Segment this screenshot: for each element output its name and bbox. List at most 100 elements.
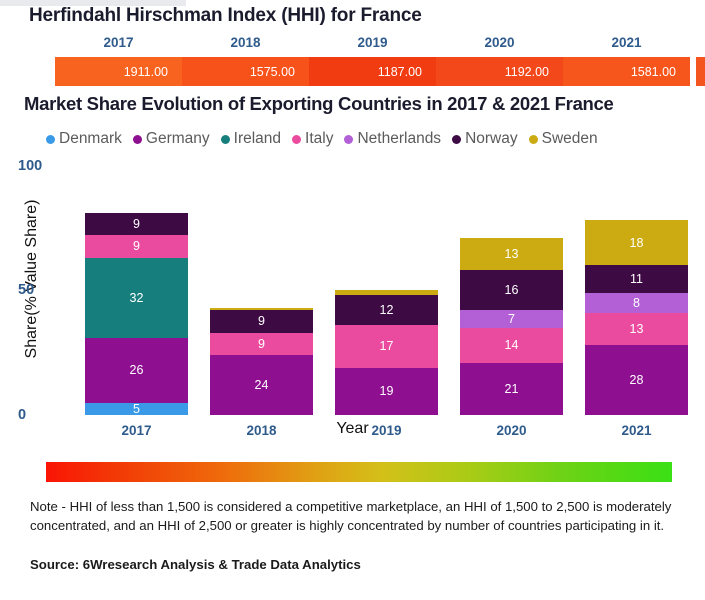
- hhi-value-2021: 1581.00: [563, 57, 690, 86]
- legend-item-italy[interactable]: Italy: [292, 130, 333, 148]
- x-tick-2020: 2020: [496, 423, 527, 438]
- x-axis-label: Year: [336, 420, 369, 437]
- bar-segment-value: 9: [258, 314, 265, 329]
- bar-segment-2021-sweden[interactable]: 18: [585, 220, 688, 265]
- bar-segment-value: 9: [133, 216, 140, 231]
- x-tick-2019: 2019: [371, 423, 402, 438]
- legend-dot-icon: [46, 134, 55, 144]
- hhi-value-2020: 1192.00: [436, 57, 563, 86]
- legend-item-ireland[interactable]: Ireland: [220, 130, 282, 148]
- hhi-value-2018: 1575.00: [182, 57, 309, 86]
- y-tick-0: 0: [18, 407, 27, 423]
- legend-item-netherlands[interactable]: Netherlands: [344, 130, 441, 148]
- hhi-value-2019: 1187.00: [309, 57, 436, 86]
- hhi-title: Herfindahl Hirschman Index (HHI) for Fra…: [29, 5, 422, 26]
- bar-segment-2020-norway[interactable]: 16: [460, 270, 563, 310]
- bar-segment-value: 9: [258, 336, 265, 351]
- bar-segment-value: 19: [379, 384, 394, 399]
- bar-segment-value: 8: [633, 295, 640, 310]
- bar-segment-2018-sweden[interactable]: [210, 307, 313, 310]
- legend-item-sweden[interactable]: Sweden: [528, 130, 598, 148]
- legend-dot-icon: [528, 134, 538, 144]
- plot-area: Share(% Value Share) 100 50 0 5 26 32 9 9 201…: [0, 150, 705, 450]
- bar-segment-2019-germany[interactable]: 19: [335, 367, 438, 415]
- bar-segment-2017-ireland[interactable]: 32: [85, 257, 188, 338]
- hhi-year-2017: 2017: [103, 35, 134, 50]
- bar-segment-2021-italy[interactable]: 13: [585, 312, 688, 345]
- hhi-year-2021: 2021: [611, 35, 642, 50]
- bar-segment-2021-netherlands[interactable]: 8: [585, 292, 688, 313]
- bar-segment-2021-germany[interactable]: 28: [585, 345, 688, 415]
- x-tick-2017: 2017: [121, 423, 152, 438]
- hhi-value-2017: 1911.00: [55, 57, 182, 86]
- x-tick-2021: 2021: [621, 423, 652, 438]
- hhi-bar-right-edge: [696, 57, 705, 86]
- chart-title: Market Share Evolution of Exporting Coun…: [24, 93, 614, 114]
- y-tick-50: 50: [18, 282, 35, 298]
- hhi-year-row: 2017 2018 2019 2020 2021: [55, 35, 690, 53]
- bar-container: 5 26 32 9 9 2017 24 9 9 2018 19 17 12 2019 21 14 7 16 13 20…: [78, 150, 698, 450]
- bar-segment-value: 13: [504, 246, 519, 261]
- bar-segment-2020-italy[interactable]: 14: [460, 327, 563, 363]
- legend-dot-icon: [132, 134, 142, 144]
- top-left-strip: [0, 0, 186, 6]
- legend-item-norway[interactable]: Norway: [452, 130, 518, 148]
- hhi-value-bar: 1911.00 1575.00 1187.00 1192.00 1581.00: [55, 57, 690, 86]
- bar-group-2017[interactable]: 5 26 32 9 9: [85, 212, 188, 416]
- bar-segment-value: 21: [504, 381, 519, 396]
- bar-segment-2018-norway[interactable]: 9: [210, 310, 313, 333]
- legend-dot-icon: [344, 134, 354, 144]
- x-tick-2018: 2018: [246, 423, 277, 438]
- source-text: Source: 6Wresearch Analysis & Trade Data…: [30, 557, 361, 572]
- legend-item-denmark[interactable]: Denmark: [46, 130, 122, 148]
- bar-segment-2020-netherlands[interactable]: 7: [460, 310, 563, 328]
- bar-segment-value: 28: [629, 373, 644, 387]
- concentration-gradient-bar: [46, 462, 672, 482]
- legend-dot-icon: [452, 134, 462, 144]
- legend-label: Netherlands: [357, 130, 442, 147]
- bar-group-2019[interactable]: 19 17 12: [335, 290, 438, 415]
- bar-segment-value: 7: [508, 311, 515, 326]
- bar-segment-2017-italy[interactable]: 9: [85, 235, 188, 258]
- bar-segment-2021-norway[interactable]: 11: [585, 265, 688, 293]
- chart-legend: Denmark Germany Ireland Italy Netherlands Nor…: [46, 128, 598, 150]
- bar-segment-2017-norway[interactable]: 9: [85, 212, 188, 235]
- bar-segment-2017-denmark[interactable]: 5: [85, 402, 188, 416]
- hhi-year-2019: 2019: [357, 35, 388, 50]
- bar-segment-2019-norway[interactable]: 12: [335, 295, 438, 325]
- bar-segment-value: 32: [129, 290, 144, 305]
- bar-segment-value: 11: [630, 271, 643, 286]
- bar-segment-value: 24: [254, 378, 269, 392]
- bar-segment-value: 16: [504, 283, 519, 297]
- bar-segment-2018-italy[interactable]: 9: [210, 332, 313, 355]
- bar-segment-2020-germany[interactable]: 21: [460, 362, 563, 415]
- bar-segment-2019-italy[interactable]: 17: [335, 325, 438, 368]
- bar-segment-value: 14: [504, 338, 519, 352]
- bar-segment-2017-germany[interactable]: 26: [85, 337, 188, 403]
- hhi-year-2020: 2020: [484, 35, 515, 50]
- legend-dot-icon: [292, 134, 302, 144]
- legend-label: Italy: [305, 130, 334, 147]
- legend-label: Denmark: [59, 130, 122, 147]
- legend-dot-icon: [220, 134, 230, 144]
- legend-label: Ireland: [233, 130, 282, 147]
- bar-segment-value: 13: [629, 321, 644, 336]
- bar-segment-value: 17: [379, 339, 394, 354]
- bar-segment-2020-sweden[interactable]: 13: [460, 237, 563, 270]
- legend-label: Norway: [465, 130, 518, 147]
- legend-label: Sweden: [541, 130, 598, 147]
- bar-segment-value: 18: [629, 235, 644, 250]
- y-axis-label: Share(% Value Share): [23, 199, 40, 359]
- y-tick-100: 100: [18, 158, 43, 174]
- bar-segment-2018-germany[interactable]: 24: [210, 355, 313, 415]
- bar-segment-value: 26: [129, 363, 144, 377]
- hhi-year-2018: 2018: [230, 35, 261, 50]
- legend-label: Germany: [145, 130, 210, 147]
- bar-group-2021[interactable]: 28 13 8 11 18: [585, 220, 688, 415]
- bar-group-2020[interactable]: 21 14 7 16 13: [460, 237, 563, 415]
- bar-segment-value: 9: [133, 239, 140, 254]
- bar-segment-2019-sweden[interactable]: [335, 290, 438, 295]
- legend-item-germany[interactable]: Germany: [132, 130, 210, 148]
- bar-segment-value: 5: [133, 402, 140, 416]
- bar-group-2018[interactable]: 24 9 9: [210, 307, 313, 415]
